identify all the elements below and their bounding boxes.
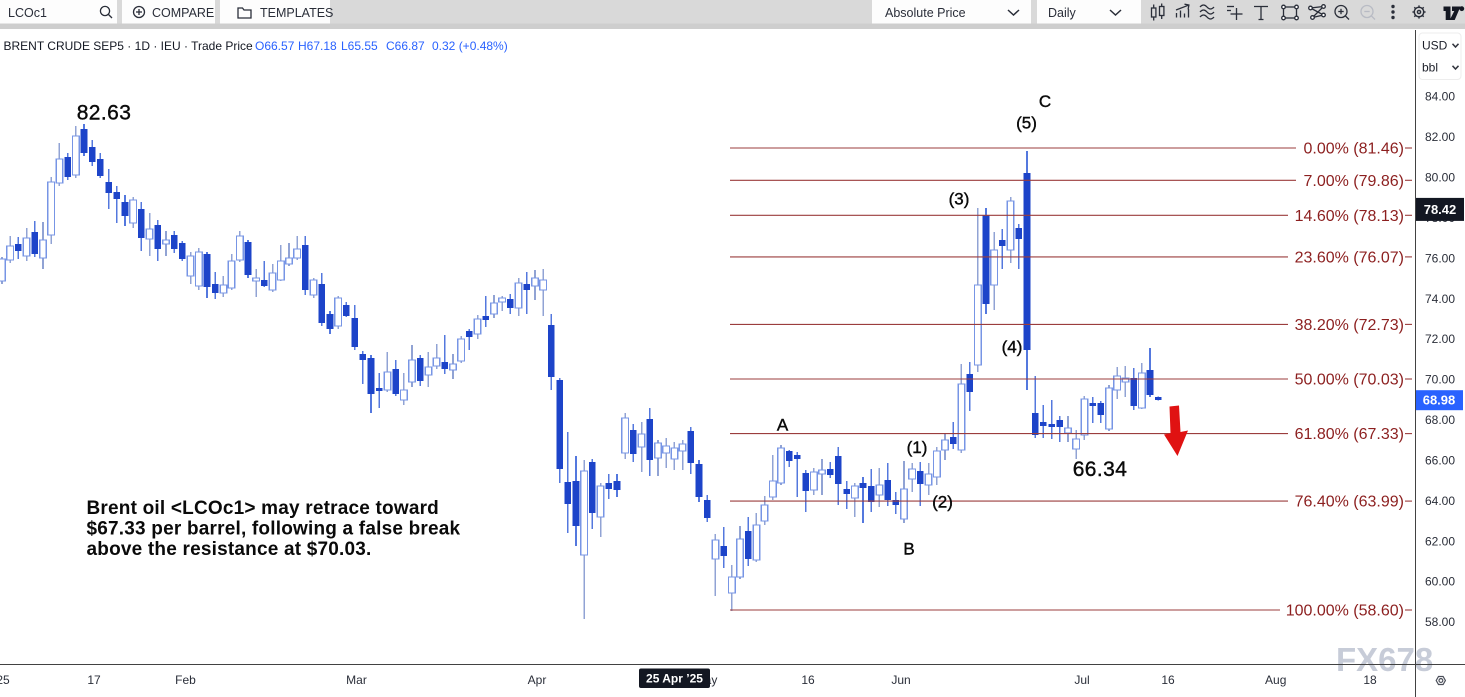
- svg-text:76.00: 76.00: [1425, 251, 1455, 265]
- svg-text:68.98: 68.98: [1423, 393, 1456, 408]
- svg-text:78.42: 78.42: [1424, 202, 1457, 217]
- svg-text:L65.55: L65.55: [341, 39, 378, 53]
- svg-text:Jul: Jul: [1074, 673, 1089, 687]
- svg-text:68.00: 68.00: [1425, 413, 1455, 427]
- svg-text:16: 16: [1161, 673, 1175, 687]
- svg-text:18: 18: [1363, 673, 1377, 687]
- svg-text:7.00% (79.86): 7.00% (79.86): [1303, 173, 1404, 190]
- svg-text:60.00: 60.00: [1425, 575, 1455, 589]
- svg-text:B: B: [903, 540, 914, 559]
- svg-text:TEMPLATES: TEMPLATES: [260, 6, 333, 20]
- svg-text:Absolute Price: Absolute Price: [885, 6, 966, 20]
- svg-text:58.00: 58.00: [1425, 615, 1455, 629]
- svg-text:0.32 (+0.48%): 0.32 (+0.48%): [432, 39, 508, 53]
- svg-text:64.00: 64.00: [1425, 494, 1455, 508]
- svg-text:USD: USD: [1422, 39, 1448, 53]
- svg-text:COMPARE: COMPARE: [152, 6, 214, 20]
- svg-text:72.00: 72.00: [1425, 332, 1455, 346]
- svg-text:25: 25: [0, 673, 10, 687]
- svg-text:23.60% (76.07): 23.60% (76.07): [1295, 249, 1404, 266]
- svg-text:(1): (1): [907, 438, 928, 457]
- svg-text:BRENT CRUDE SEP5 · 1D · IEU ·: BRENT CRUDE SEP5 · 1D · IEU · Trade Pric…: [4, 39, 253, 53]
- svg-text:(3): (3): [949, 190, 970, 209]
- svg-text:Feb: Feb: [175, 673, 196, 687]
- svg-text:Brent oil <LCOc1> may retrace: Brent oil <LCOc1> may retrace toward: [87, 498, 440, 519]
- svg-text:66.00: 66.00: [1425, 453, 1455, 467]
- svg-text:82.00: 82.00: [1425, 130, 1455, 144]
- svg-text:H67.18: H67.18: [298, 39, 337, 53]
- svg-text:(2): (2): [932, 493, 953, 512]
- svg-text:70.00: 70.00: [1425, 373, 1455, 387]
- svg-text:Aug: Aug: [1265, 673, 1286, 687]
- svg-text:14.60% (78.13): 14.60% (78.13): [1295, 208, 1404, 225]
- svg-text:A: A: [777, 416, 789, 435]
- svg-text:bbl: bbl: [1422, 61, 1438, 75]
- svg-text:Jun: Jun: [891, 673, 910, 687]
- svg-text:LCOc1: LCOc1: [8, 6, 47, 20]
- svg-text:74.00: 74.00: [1425, 292, 1455, 306]
- svg-text:0.00% (81.46): 0.00% (81.46): [1303, 141, 1404, 158]
- svg-text:82.63: 82.63: [77, 102, 132, 125]
- svg-text:(4): (4): [1002, 338, 1023, 357]
- svg-text:84.00: 84.00: [1425, 90, 1455, 104]
- svg-text:Mar: Mar: [346, 673, 367, 687]
- svg-text:76.40% (63.99): 76.40% (63.99): [1295, 494, 1404, 511]
- svg-text:61.80% (67.33): 61.80% (67.33): [1295, 426, 1404, 443]
- svg-text:16: 16: [801, 673, 815, 687]
- svg-text:$67.33 per barrel, following a: $67.33 per barrel, following a false bre…: [87, 519, 461, 540]
- svg-text:Daily: Daily: [1048, 6, 1077, 20]
- svg-text:50.00% (70.03): 50.00% (70.03): [1295, 372, 1404, 389]
- svg-text:(5): (5): [1016, 114, 1037, 133]
- svg-text:25 Apr ’25: 25 Apr ’25: [646, 672, 703, 686]
- svg-text:66.34: 66.34: [1073, 458, 1128, 481]
- svg-text:O66.57: O66.57: [255, 39, 295, 53]
- svg-text:38.20% (72.73): 38.20% (72.73): [1295, 317, 1404, 334]
- svg-text:C: C: [1039, 92, 1051, 111]
- svg-text:62.00: 62.00: [1425, 534, 1455, 548]
- svg-text:above the resistance at $70.03: above the resistance at $70.03.: [87, 539, 372, 560]
- svg-text:FX678: FX678: [1336, 641, 1433, 678]
- svg-text:C66.87: C66.87: [386, 39, 425, 53]
- svg-text:100.00% (58.60): 100.00% (58.60): [1286, 603, 1404, 620]
- svg-text:80.00: 80.00: [1425, 171, 1455, 185]
- svg-text:17: 17: [87, 673, 101, 687]
- svg-text:Apr: Apr: [528, 673, 547, 687]
